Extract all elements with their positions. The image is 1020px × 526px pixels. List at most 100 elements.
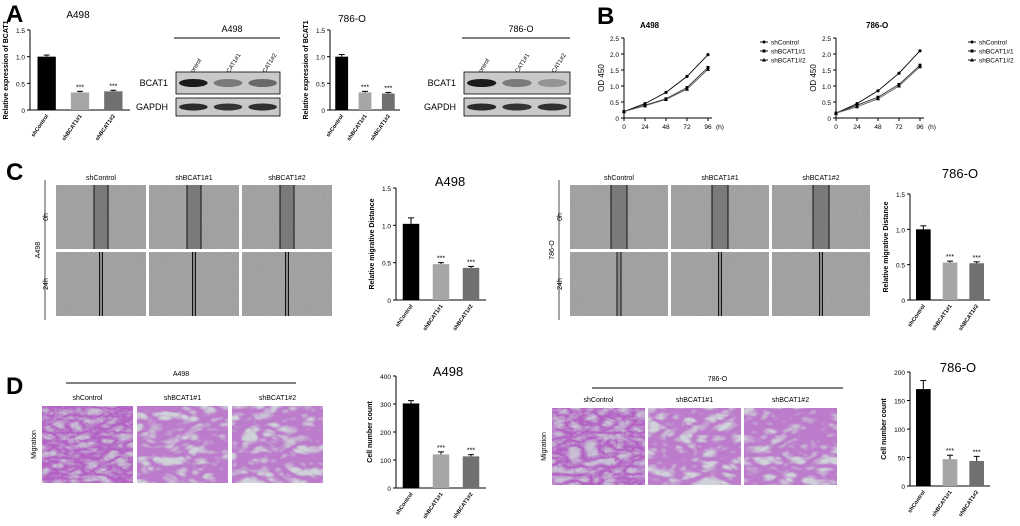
y-tick-label: 0.5 — [382, 261, 391, 268]
legend-label: shControl — [771, 40, 799, 47]
y-tick-label: 0 — [827, 116, 831, 123]
y-axis-label: Relative migrative Distance — [883, 201, 890, 292]
blot-band — [537, 79, 567, 87]
legend-label: shBCAT1#1 — [771, 49, 806, 56]
x-axis-unit: (h) — [928, 124, 936, 131]
x-tick-label: shBCAT1#1 — [931, 490, 953, 518]
x-tick-label: shControl — [907, 303, 927, 328]
data-point — [643, 103, 647, 108]
cell-line-label: A498 — [35, 242, 42, 258]
x-tick-label: 72 — [895, 124, 903, 131]
blot-strip — [463, 71, 571, 95]
scratch-gap — [813, 185, 829, 249]
data-point — [685, 87, 689, 91]
cell-line-label: 786-O — [549, 240, 556, 260]
x-tick-label: 48 — [874, 124, 882, 131]
x-tick-label: shBCAT1#2 — [370, 114, 392, 142]
y-tick-label: 1.0 — [382, 223, 391, 230]
blot-row-label: BCAT1 — [140, 78, 168, 88]
row-label: Migration — [31, 430, 38, 459]
x-tick-label: shBCAT1#1 — [61, 114, 83, 142]
x-tick-label: 96 — [704, 124, 712, 131]
blot-row-label: GAPDH — [136, 102, 168, 112]
significance-mark: *** — [76, 84, 84, 91]
panel-letter-a: A — [6, 1, 23, 28]
significance-mark: *** — [467, 448, 475, 455]
y-tick-label: 0.5 — [610, 100, 619, 107]
bar-chart-d-a498: A498 0 100 200 300 400 Cell number count shCont… — [367, 364, 486, 520]
y-tick-label: 1.5 — [896, 192, 905, 199]
blot-row-label: BCAT1 — [428, 78, 456, 88]
x-tick-label: shBCAT1#1 — [346, 114, 368, 142]
y-tick-label: 1.0 — [896, 227, 905, 234]
bar — [462, 267, 480, 300]
y-tick-label: 200 — [380, 430, 391, 437]
x-tick-label: shBCAT1#2 — [958, 490, 980, 518]
y-tick-label: 150 — [894, 399, 905, 406]
row-label: 0h — [557, 213, 564, 221]
column-header: shBCAT1#1 — [175, 175, 212, 182]
scratch-gap — [617, 252, 621, 316]
bar — [916, 229, 931, 300]
x-tick-label: 24 — [641, 124, 649, 131]
significance-mark: *** — [946, 254, 954, 261]
cell-line-title: 786-O — [708, 376, 728, 383]
data-point — [918, 64, 922, 69]
column-header: shBCAT1#2 — [268, 175, 305, 182]
blot-band — [179, 103, 208, 111]
y-tick-label: 1.5 — [822, 68, 831, 75]
y-tick-label: 0 — [387, 298, 391, 305]
y-tick-label: 0 — [387, 486, 391, 493]
x-tick-label: shBCAT1#2 — [452, 304, 474, 332]
scratch-gap — [94, 185, 108, 249]
y-tick-label: 0.5 — [16, 81, 25, 88]
blot-title: A498 — [221, 24, 242, 34]
y-tick-label: 2.5 — [610, 36, 619, 43]
legend-label: shControl — [979, 40, 1007, 47]
blot-band — [502, 103, 532, 111]
y-tick-label: 50 — [898, 456, 906, 463]
data-point — [622, 109, 626, 114]
chart-title: A498 — [435, 174, 465, 189]
bar — [969, 263, 984, 300]
data-point — [664, 97, 668, 101]
y-axis-label: OD 450 — [597, 64, 606, 92]
blot-title: 786-O — [508, 24, 533, 34]
scratch-gap — [712, 185, 728, 249]
x-tick-label: 0 — [622, 124, 626, 131]
significance-mark: *** — [973, 255, 981, 262]
y-tick-label: 0 — [615, 116, 619, 123]
bar — [942, 262, 958, 300]
x-tick-label: shControl — [395, 491, 415, 516]
data-point — [897, 71, 901, 75]
panel-letter-b: B — [597, 3, 614, 30]
wound-healing-grid-786o: shControl shBCAT1#1 shBCAT1#2 0h 24h 786-O — [549, 175, 870, 320]
y-axis-label: OD 450 — [809, 64, 818, 92]
bar — [432, 454, 450, 488]
column-header: shBCAT1#1 — [676, 397, 713, 404]
x-tick-label: shControl — [907, 489, 927, 514]
y-axis-label: Relative migrative Distance — [369, 198, 376, 289]
scratch-gap — [280, 185, 294, 249]
legend-marker — [762, 40, 766, 44]
y-tick-label: 0 — [321, 108, 325, 115]
data-point — [897, 84, 901, 88]
bar-chart-c-a498: A498 0 0.5 1.0 1.5 Relative migrative Distanc… — [369, 174, 486, 332]
chart-title: A498 — [640, 21, 660, 30]
significance-mark: *** — [361, 84, 369, 91]
scratch-gap — [611, 185, 627, 249]
chart-title: 786-O — [338, 14, 366, 25]
y-tick-label: 1.0 — [16, 55, 25, 62]
data-point — [706, 67, 710, 71]
bar — [942, 459, 958, 486]
y-tick-label: 1.0 — [822, 84, 831, 91]
stained-cells — [137, 406, 228, 483]
x-tick-label: 48 — [662, 124, 670, 131]
column-header: shBCAT1#2 — [772, 397, 809, 404]
stained-cells — [232, 406, 323, 483]
column-header: shControl — [73, 395, 103, 402]
chart-title: 786-O — [942, 166, 978, 181]
y-tick-label: 400 — [380, 374, 391, 381]
